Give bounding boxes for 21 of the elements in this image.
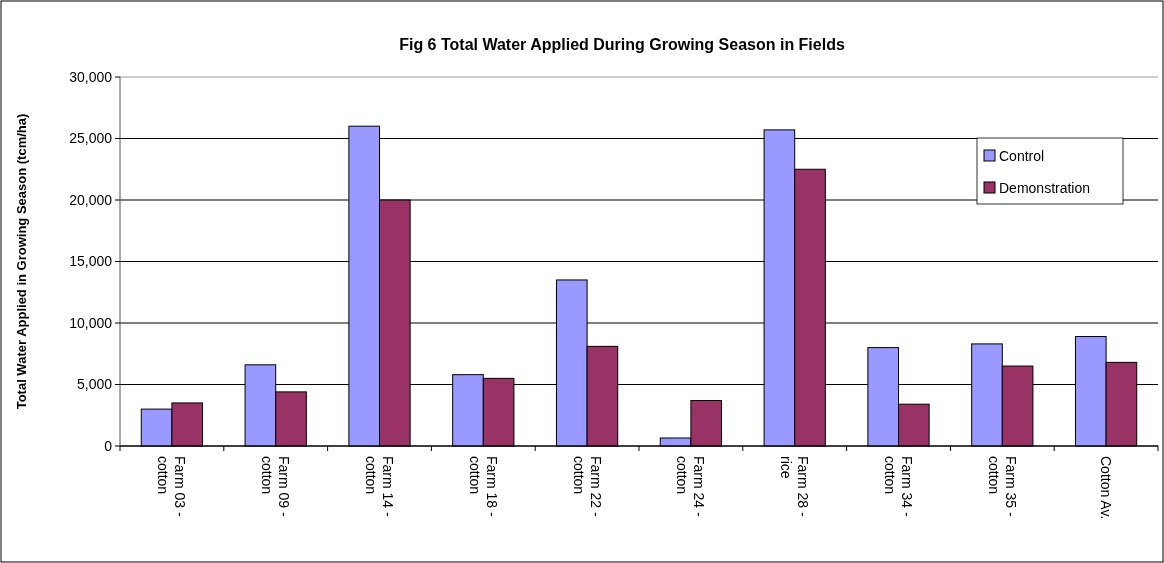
y-tick-label: 10,000 [69,314,113,331]
x-tick-label: Farm 35 - cotton [985,456,1019,518]
y-axis-title: Total Water Applied in Growing Season (tcm/ha) [14,113,29,410]
x-tick-label: Cotton Av. [1098,456,1115,520]
legend-label: Demonstration [999,179,1091,196]
chart-title: Fig 6 Total Water Applied During Growing Season in Fields [399,36,845,53]
y-tick-label: 30,000 [69,68,113,85]
y-tick-label: 0 [104,437,113,454]
y-tick-label: 5,000 [76,376,113,393]
y-tick-label: 20,000 [69,191,113,208]
legend-label: Control [999,147,1045,164]
y-tick-label: 15,000 [69,253,113,270]
y-tick-label: 25,000 [69,130,113,147]
x-tick-label: Farm 22 - cotton [570,456,604,518]
x-tick-label: Farm 34 - cotton [882,456,915,518]
x-tick-label: Farm 14 - cotton [363,456,396,518]
x-tick-label: Farm 09 - cotton [259,456,293,518]
x-tick-label: Farm 03 - cotton [155,456,189,518]
x-tick-label: Farm 18 - cotton [466,456,500,518]
x-tick-label: Farm 28 - rice [778,456,812,518]
x-tick-label: Farm 24 - cotton [674,456,708,518]
